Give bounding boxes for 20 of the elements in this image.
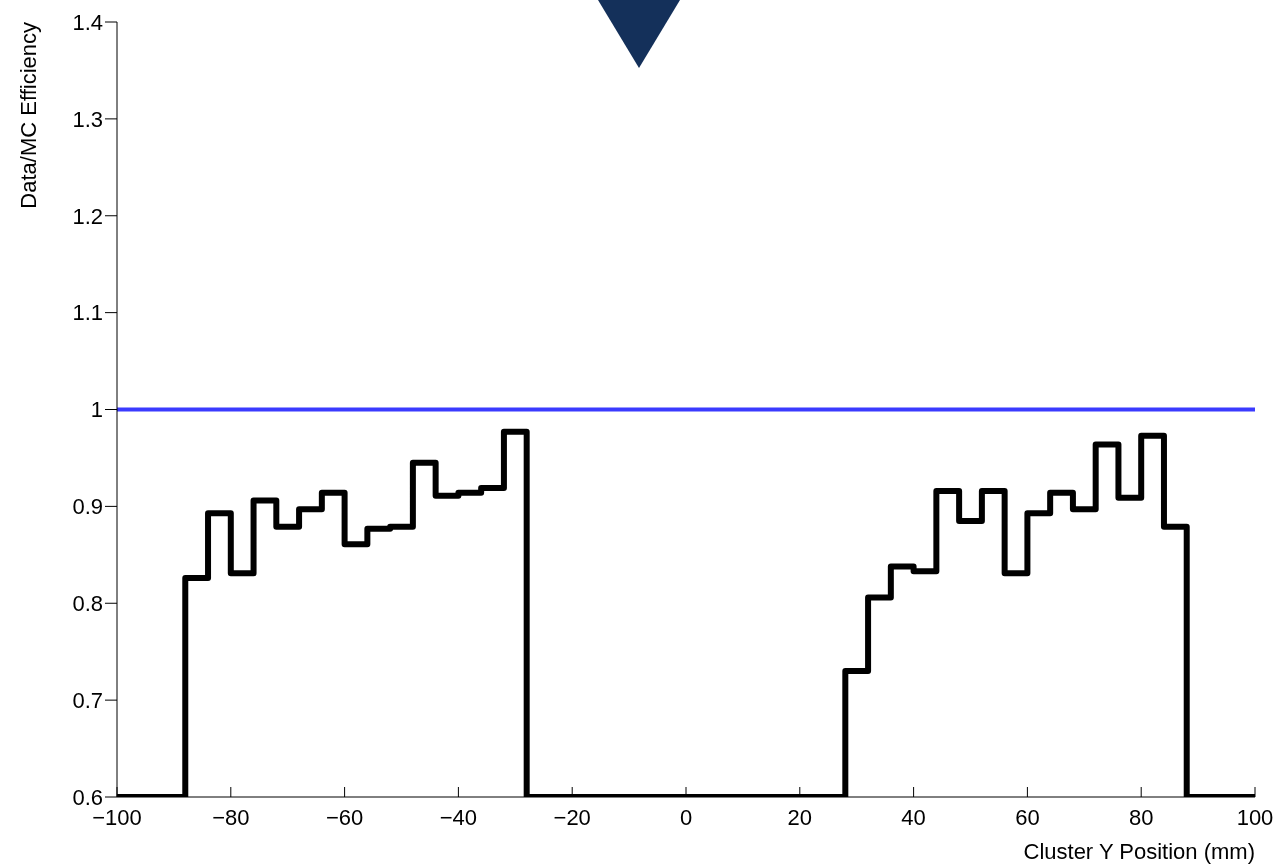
x-tick-label: −60 bbox=[325, 804, 364, 830]
y-tick-label: 1.3 bbox=[72, 106, 103, 132]
x-tick-label: 40 bbox=[901, 804, 926, 830]
x-tick-label: −20 bbox=[553, 804, 591, 830]
y-axis-title: Data/MC Efficiency bbox=[16, 22, 41, 209]
x-tick-label: −80 bbox=[212, 804, 250, 830]
x-tick-label: 100 bbox=[1236, 804, 1274, 830]
x-tick-label: 20 bbox=[787, 804, 813, 830]
x-tick-label: 0 bbox=[679, 804, 693, 830]
x-tick-label: −40 bbox=[439, 804, 478, 830]
y-tick-label: 0.9 bbox=[72, 494, 103, 520]
x-axis-title: Cluster Y Position (mm) bbox=[1023, 839, 1255, 864]
y-tick-label: 1 bbox=[90, 397, 103, 423]
x-tick-label: 80 bbox=[1128, 804, 1154, 830]
y-tick-label: 0.7 bbox=[72, 687, 103, 713]
x-tick-label: 60 bbox=[1015, 804, 1040, 830]
y-tick-label: 0.8 bbox=[72, 591, 103, 617]
y-tick-label: 1.2 bbox=[72, 203, 103, 229]
y-tick-label: 1.1 bbox=[72, 300, 103, 326]
y-tick-label: 1.4 bbox=[72, 9, 103, 35]
